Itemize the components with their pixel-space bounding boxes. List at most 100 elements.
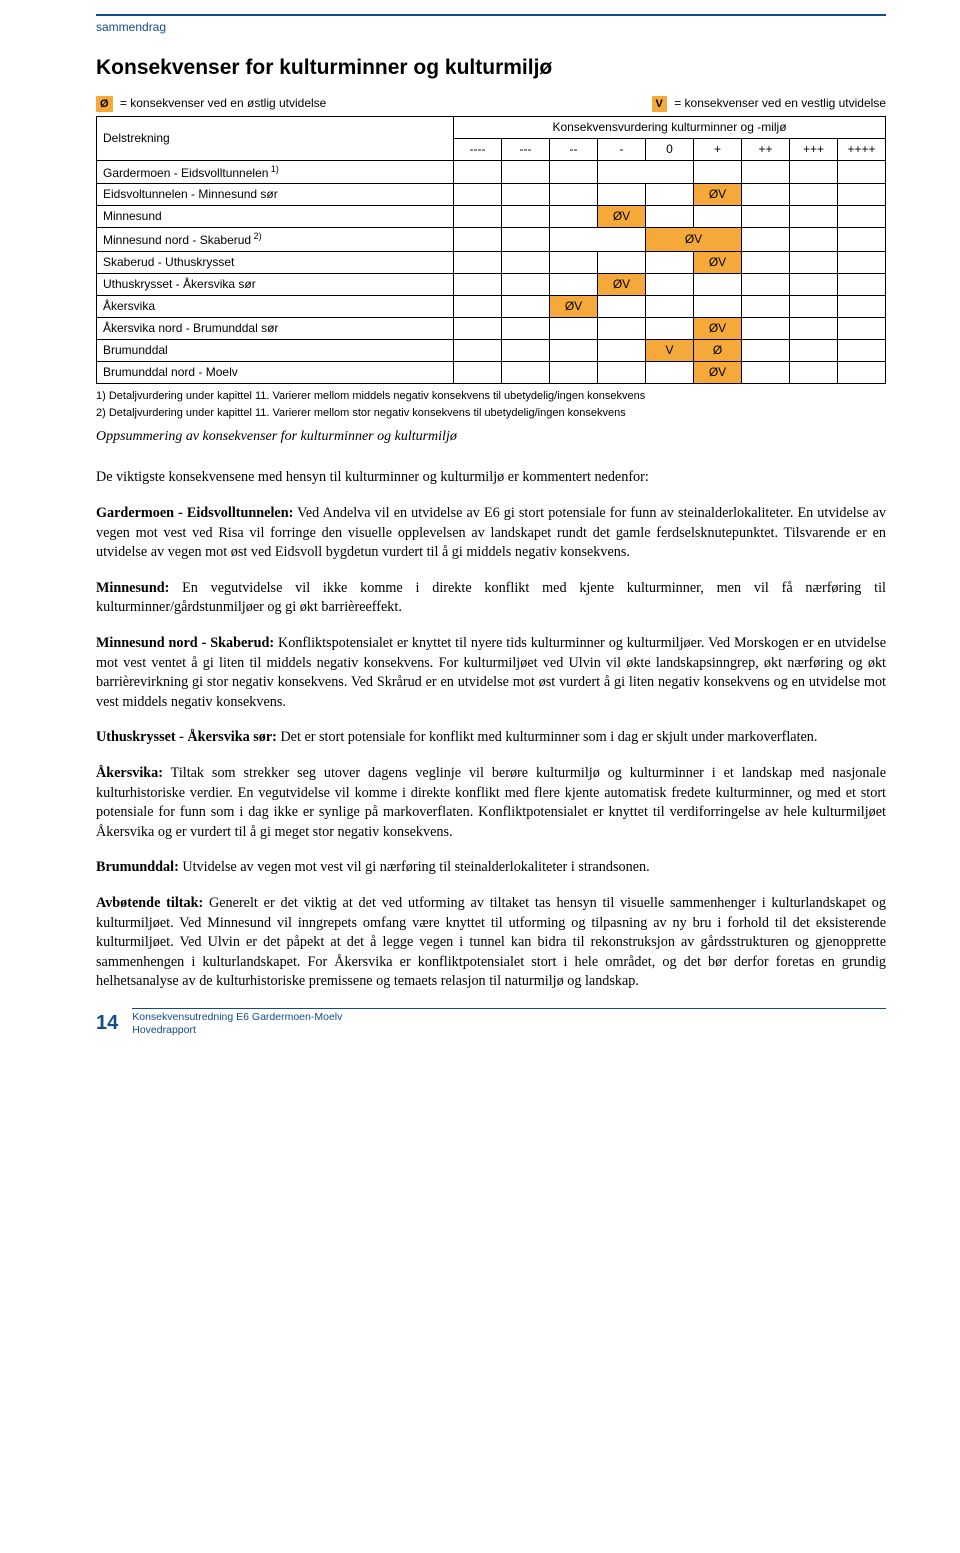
para-lead: Minnesund nord - Skaberud: — [96, 635, 274, 651]
scale-header: -- — [550, 138, 598, 160]
table-row: Uthuskrysset - Åkersvika sørØV — [97, 273, 886, 295]
value-cell — [502, 251, 550, 273]
value-cell — [550, 251, 598, 273]
value-cell — [502, 184, 550, 206]
para-lead: Minnesund: — [96, 580, 169, 596]
row-label: Minnesund — [97, 206, 454, 228]
value-cell: ØV — [694, 361, 742, 383]
value-cell — [790, 339, 838, 361]
value-cell — [646, 184, 694, 206]
table-row: Åkersvika nord - Brumunddal sørØV — [97, 317, 886, 339]
table-row: BrumunddalVØ — [97, 339, 886, 361]
row-label: Skaberud - Uthuskrysset — [97, 251, 454, 273]
value-cell — [454, 295, 502, 317]
value-cell — [454, 228, 502, 252]
value-cell — [646, 206, 694, 228]
para-lead: Brumunddal: — [96, 859, 179, 875]
value-cell — [454, 251, 502, 273]
value-cell — [790, 160, 838, 184]
body-paragraph: Minnesund: En vegutvidelse vil ikke komm… — [96, 579, 886, 618]
value-cell — [742, 228, 790, 252]
value-cell — [742, 273, 790, 295]
value-cell — [742, 251, 790, 273]
value-cell — [694, 160, 742, 184]
value-cell — [598, 184, 646, 206]
value-cell — [646, 361, 694, 383]
footer-line-1: Konsekvensutredning E6 Gardermoen-Moelv — [132, 1011, 886, 1024]
value-cell — [646, 273, 694, 295]
table-row: Eidsvoltunnelen - Minnesund sørØV — [97, 184, 886, 206]
footer-line-2: Hovedrapport — [132, 1024, 886, 1037]
value-cell — [790, 273, 838, 295]
table-row: Minnesund nord - Skaberud 2) ØV — [97, 228, 886, 252]
value-cell — [598, 160, 694, 184]
scale-header: --- — [502, 138, 550, 160]
legend-west-text: = konsekvenser ved en vestlig utvidelse — [674, 96, 886, 110]
value-cell — [838, 273, 886, 295]
legend-east-text: = konsekvenser ved en østlig utvidelse — [120, 96, 326, 110]
value-cell: ØV — [694, 251, 742, 273]
scale-header: 0 — [646, 138, 694, 160]
value-cell — [598, 339, 646, 361]
table-row: Brumunddal nord - Moelv ØV — [97, 361, 886, 383]
table-row: Åkersvika ØV — [97, 295, 886, 317]
value-cell — [502, 295, 550, 317]
table-row: Skaberud - Uthuskrysset ØV — [97, 251, 886, 273]
legend-west-badge: V — [652, 96, 667, 112]
value-cell — [838, 206, 886, 228]
table-row: MinnesundØV — [97, 206, 886, 228]
value-cell — [646, 295, 694, 317]
value-cell — [838, 361, 886, 383]
page-number: 14 — [96, 1010, 118, 1038]
value-cell — [550, 361, 598, 383]
value-cell — [646, 317, 694, 339]
value-cell — [502, 206, 550, 228]
value-cell — [598, 361, 646, 383]
row-label: Brumunddal nord - Moelv — [97, 361, 454, 383]
para-lead: Uthuskrysset - Åkersvika sør: — [96, 729, 277, 745]
table-caption: Oppsummering av konsekvenser for kulturm… — [96, 427, 886, 446]
value-cell — [550, 160, 598, 184]
row-label: Minnesund nord - Skaberud 2) — [97, 228, 454, 252]
value-cell — [694, 206, 742, 228]
value-cell — [550, 339, 598, 361]
scale-header: - — [598, 138, 646, 160]
value-cell — [742, 361, 790, 383]
value-cell — [742, 339, 790, 361]
value-cell — [838, 339, 886, 361]
value-cell: ØV — [550, 295, 598, 317]
body-paragraph: Åkersvika: Tiltak som strekker seg utove… — [96, 764, 886, 842]
value-cell — [790, 251, 838, 273]
value-cell — [790, 228, 838, 252]
value-cell — [454, 273, 502, 295]
scale-header: ---- — [454, 138, 502, 160]
value-cell: ØV — [694, 317, 742, 339]
value-cell — [742, 295, 790, 317]
value-cell — [838, 295, 886, 317]
value-cell — [790, 295, 838, 317]
table-note-1: 1) Detaljvurdering under kapittel 11. Va… — [96, 390, 886, 404]
value-cell — [502, 228, 550, 252]
value-cell: Ø — [694, 339, 742, 361]
value-cell — [454, 361, 502, 383]
scale-header: +++ — [790, 138, 838, 160]
value-cell — [598, 317, 646, 339]
value-cell — [454, 160, 502, 184]
legend-east-badge: Ø — [96, 96, 113, 112]
row-label: Gardermoen - Eidsvolltunnelen 1) — [97, 160, 454, 184]
body-paragraph: Brumunddal: Utvidelse av vegen mot vest … — [96, 858, 886, 878]
para-lead: Gardermoen - Eidsvolltunnelen: — [96, 505, 293, 521]
value-cell — [454, 339, 502, 361]
row-label: Eidsvoltunnelen - Minnesund sør — [97, 184, 454, 206]
value-cell: ØV — [646, 228, 742, 252]
value-cell — [838, 184, 886, 206]
row-label: Åkersvika — [97, 295, 454, 317]
value-cell — [502, 273, 550, 295]
running-header: sammendrag — [96, 19, 886, 36]
value-cell — [790, 206, 838, 228]
body-paragraph: Avbøtende tiltak: Generelt er det viktig… — [96, 894, 886, 992]
value-cell — [502, 160, 550, 184]
table-note-2: 2) Detaljvurdering under kapittel 11. Va… — [96, 407, 886, 421]
value-cell: ØV — [598, 273, 646, 295]
body-paragraph: Gardermoen - Eidsvolltunnelen: Ved Andel… — [96, 504, 886, 563]
